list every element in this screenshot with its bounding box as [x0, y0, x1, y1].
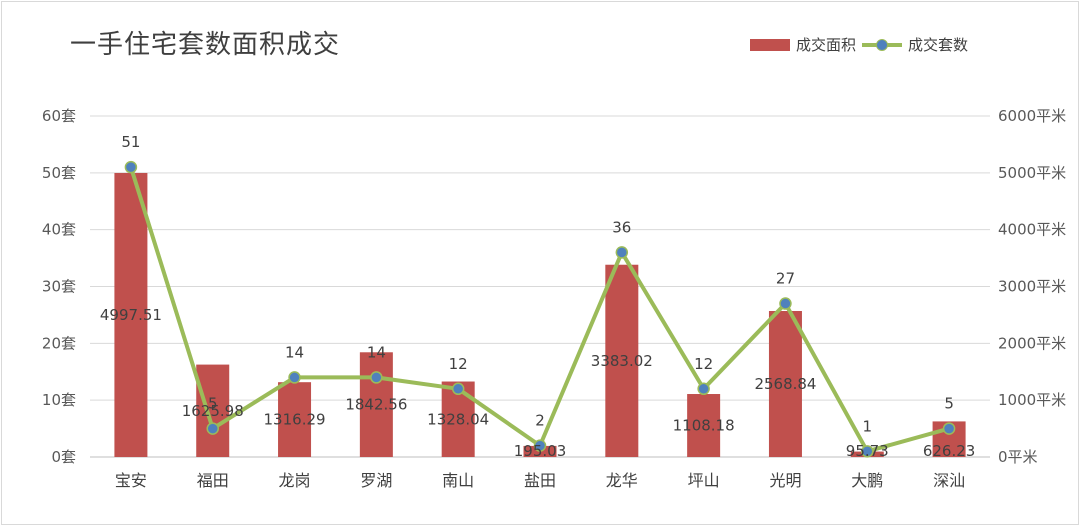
- chart-title: 一手住宅套数面积成交: [70, 30, 341, 60]
- line-data-label: 2: [535, 412, 545, 430]
- line-data-label: 14: [367, 343, 386, 361]
- x-category-label: 福田: [197, 471, 229, 490]
- line-data-label: 5: [208, 395, 218, 413]
- y-right-tick-label: 5000平米: [998, 164, 1066, 182]
- x-category-label: 宝安: [115, 471, 147, 490]
- x-category-label: 龙岗: [279, 471, 311, 490]
- line-point-count: [861, 445, 874, 458]
- line-count: [128, 165, 952, 454]
- legend-label-area: 成交面积: [796, 36, 857, 54]
- x-category-label: 南山: [442, 471, 474, 490]
- legend-line-swatch: [862, 38, 903, 52]
- bar-area: [114, 172, 148, 457]
- legend-item-count: 成交套数: [862, 34, 968, 55]
- x-category-label: 深汕: [933, 471, 965, 490]
- bar-data-label: 1625.98: [182, 402, 244, 420]
- y-left-tick-label: 30套: [42, 278, 76, 296]
- line-data-label: 1: [862, 417, 872, 435]
- line-point-count: [288, 371, 301, 384]
- line-data-label: 36: [612, 218, 631, 236]
- y-right-tick-label: 1000平米: [998, 391, 1066, 409]
- line-point-count: [779, 297, 792, 310]
- bar-data-label: 626.23: [923, 442, 976, 460]
- chart-legend: 成交面积 成交套数: [750, 34, 974, 55]
- y-left-tick-label: 10套: [42, 391, 76, 409]
- bar-data-label: 95.73: [846, 442, 889, 460]
- x-category-label: 坪山: [688, 471, 720, 490]
- y-left-tick-label: 60套: [42, 107, 76, 125]
- y-left-tick-label: 40套: [42, 221, 76, 239]
- bar-area: [768, 311, 802, 457]
- bar-area: [605, 264, 639, 457]
- y-left-tick-label: 50套: [42, 164, 76, 182]
- bar-data-label: 1328.04: [427, 410, 489, 428]
- line-data-label: 12: [449, 355, 468, 373]
- y-right-tick-label: 2000平米: [998, 334, 1066, 352]
- bar-area: [278, 382, 312, 457]
- line-point-count: [942, 422, 956, 435]
- bar-data-label: 195.03: [514, 442, 567, 460]
- bar-data-label: 1316.29: [264, 411, 326, 429]
- y-left-tick-label: 20套: [42, 334, 76, 352]
- bar-area: [687, 394, 721, 457]
- line-point-count: [697, 382, 710, 396]
- line-point-count: [615, 246, 629, 259]
- y-left-tick-label: 0套: [51, 448, 76, 466]
- bar-area: [196, 364, 230, 457]
- line-data-label: 27: [776, 270, 795, 288]
- bar-data-label: 4997.51: [100, 306, 162, 324]
- line-point-count: [533, 439, 547, 452]
- line-data-label: 51: [121, 133, 140, 151]
- bar-area: [359, 352, 393, 457]
- legend-label-count: 成交套数: [908, 36, 969, 54]
- legend-item-area: 成交面积: [750, 34, 856, 55]
- y-right-tick-label: 3000平米: [998, 278, 1066, 296]
- y-right-tick-label: 6000平米: [998, 107, 1066, 125]
- x-category-label: 罗湖: [360, 471, 392, 490]
- x-category-label: 龙华: [606, 471, 638, 490]
- line-data-label: 14: [285, 343, 304, 361]
- line-data-label: 5: [944, 395, 954, 413]
- line-point-count: [451, 382, 465, 396]
- legend-bar-swatch: [750, 38, 790, 51]
- y-right-tick-label: 4000平米: [998, 221, 1066, 239]
- line-point-count: [206, 422, 219, 435]
- x-category-label: 大鹏: [851, 471, 883, 490]
- bar-data-label: 3383.02: [591, 352, 653, 370]
- line-point-count: [370, 371, 383, 384]
- bar-data-label: 2568.84: [754, 375, 816, 393]
- line-point-count: [124, 160, 138, 174]
- x-category-label: 盐田: [524, 471, 556, 490]
- x-category-label: 光明: [769, 471, 801, 490]
- line-data-label: 12: [694, 355, 713, 373]
- bar-data-label: 1108.18: [673, 417, 735, 435]
- bar-data-label: 1842.56: [345, 396, 407, 414]
- y-right-tick-label: 0平米: [998, 448, 1038, 466]
